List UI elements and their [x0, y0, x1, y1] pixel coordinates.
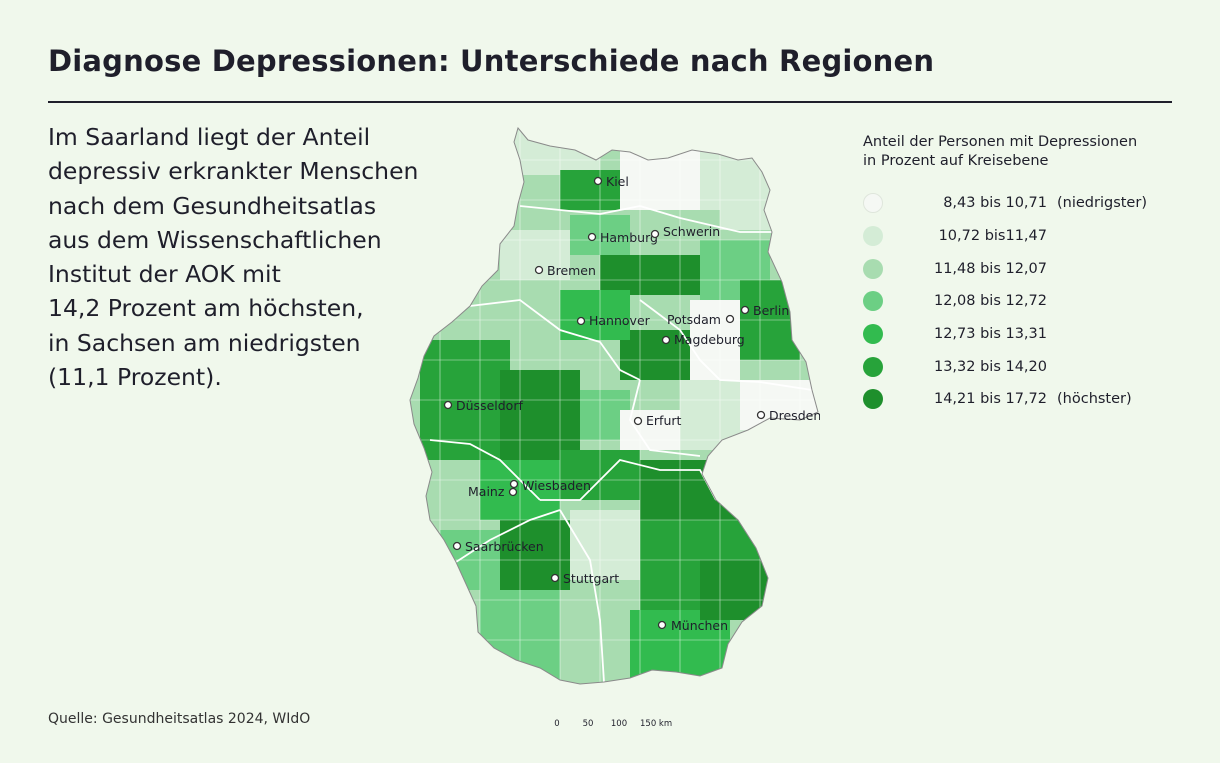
- city-marker: [550, 573, 560, 583]
- legend-swatch: [863, 291, 883, 312]
- legend-range-label: 12,73 bis 13,31: [933, 326, 1047, 343]
- city-marker: [576, 316, 586, 326]
- city-label: Berlin: [753, 303, 789, 318]
- city-label: Potsdam: [667, 312, 721, 327]
- legend-item: 12,73 bis 13,31: [863, 318, 1193, 351]
- region-patch: [600, 255, 700, 295]
- intro-line: in Sachsen am niedrigsten: [48, 328, 361, 357]
- title-divider: [48, 101, 1172, 103]
- city-marker: [633, 416, 643, 426]
- city-marker: [509, 479, 519, 489]
- city-markers: Kiel Hamburg Schwerin Bremen Hannover Po…: [443, 174, 820, 633]
- legend-range-label: 11,48 bis 12,07: [933, 260, 1047, 277]
- legend-title-line: in Prozent auf Kreisebene: [863, 153, 1049, 169]
- intro-line: (11,1 Prozent).: [48, 363, 222, 392]
- legend-swatch: [863, 356, 883, 377]
- germany-choropleth-map: Kiel Hamburg Schwerin Bremen Hannover Po…: [409, 127, 820, 685]
- city-label: Dresden: [769, 408, 820, 423]
- scale-labels: 0 50 100 150 km: [554, 719, 672, 729]
- legend-note: (niedrigster): [1057, 195, 1147, 212]
- city-marker: [661, 335, 671, 345]
- intro-line: nach dem Gesundheitsatlas: [48, 191, 377, 220]
- city-marker: [452, 541, 462, 551]
- scale-tick-label: 150 km: [640, 719, 672, 729]
- legend-swatch: [863, 389, 883, 410]
- legend-range-label: 13,32 bis 14,20: [933, 358, 1047, 375]
- legend-title-line: Anteil der Personen mit Depressionen: [863, 134, 1138, 150]
- region-patch: [560, 170, 620, 210]
- city-label: Mainz: [468, 484, 505, 499]
- city-marker: [587, 232, 597, 242]
- city-marker: [725, 314, 735, 324]
- scale-tick-label: 0: [554, 719, 559, 729]
- page-title: Diagnose Depressionen: Unterschiede nach…: [48, 44, 935, 78]
- intro-text: Im Saarland liegt der Anteil depressiv e…: [48, 120, 448, 394]
- region-patch: [700, 560, 770, 620]
- region-patch: [620, 330, 690, 380]
- city-label: Erfurt: [646, 413, 681, 428]
- intro-line: aus dem Wissenschaftlichen: [48, 225, 382, 254]
- region-patch: [560, 590, 630, 684]
- city-label: Stuttgart: [563, 571, 619, 586]
- map-legend: Anteil der Personen mit Depressionen in …: [863, 133, 1193, 416]
- legend-item: 11,48 bis 12,07: [863, 252, 1193, 285]
- legend-title: Anteil der Personen mit Depressionen in …: [863, 133, 1193, 171]
- city-marker: [508, 487, 518, 497]
- intro-line: Im Saarland liegt der Anteil: [48, 123, 371, 151]
- legend-swatch: [863, 193, 883, 214]
- city-label: Düsseldorf: [456, 398, 523, 413]
- region-patch: [500, 370, 580, 460]
- city-marker: [593, 176, 603, 186]
- scale-tick-label: 50: [583, 719, 594, 729]
- city-label: Saarbrücken: [465, 539, 544, 554]
- region-patch: [560, 290, 630, 340]
- legend-item: 14,21 bis 17,72 (höchster): [863, 383, 1193, 416]
- legend-note: (höchster): [1057, 391, 1132, 408]
- intro-line: Institut der AOK mit: [48, 260, 281, 289]
- region-patch: [510, 128, 600, 175]
- region-patch: [500, 230, 570, 280]
- city-marker: [740, 305, 750, 315]
- city-label: Hamburg: [600, 230, 658, 245]
- city-label: Schwerin: [663, 224, 720, 239]
- city-marker: [756, 410, 766, 420]
- legend-range-label: 14,21 bis 17,72: [933, 391, 1047, 408]
- city-label: Bremen: [547, 263, 596, 278]
- region-patch: [690, 300, 740, 380]
- legend-range-label: 8,43 bis 10,71: [943, 195, 1047, 212]
- legend-item: 8,43 bis 10,71 (niedrigster): [863, 187, 1193, 220]
- legend-item: 12,08 bis 12,72: [863, 285, 1193, 318]
- legend-range-label: 12,08 bis 12,72: [933, 293, 1047, 310]
- city-label: Wiesbaden: [522, 478, 591, 493]
- city-label: München: [671, 618, 728, 633]
- city-label: Kiel: [606, 174, 629, 189]
- source-note: Quelle: Gesundheitsatlas 2024, WIdO: [48, 711, 311, 727]
- city-label: Hannover: [589, 313, 651, 328]
- intro-line: depressiv erkrankter Menschen: [48, 157, 419, 186]
- legend-item: 10,72 bis11,47: [863, 220, 1193, 253]
- legend-swatch: [863, 258, 883, 279]
- legend-item: 13,32 bis 14,20: [863, 350, 1193, 383]
- legend-swatch: [863, 324, 883, 345]
- legend-range-label: 10,72 bis11,47: [938, 228, 1047, 245]
- city-marker: [534, 265, 544, 275]
- legend-swatch: [863, 226, 883, 247]
- city-marker: [650, 229, 660, 239]
- city-marker: [657, 620, 667, 630]
- city-label: Magdeburg: [674, 332, 745, 347]
- state-borders: [429, 205, 813, 683]
- intro-line: 14,2 Prozent am höchsten,: [48, 294, 364, 323]
- scale-tick-label: 100: [611, 719, 627, 729]
- city-marker: [443, 400, 453, 410]
